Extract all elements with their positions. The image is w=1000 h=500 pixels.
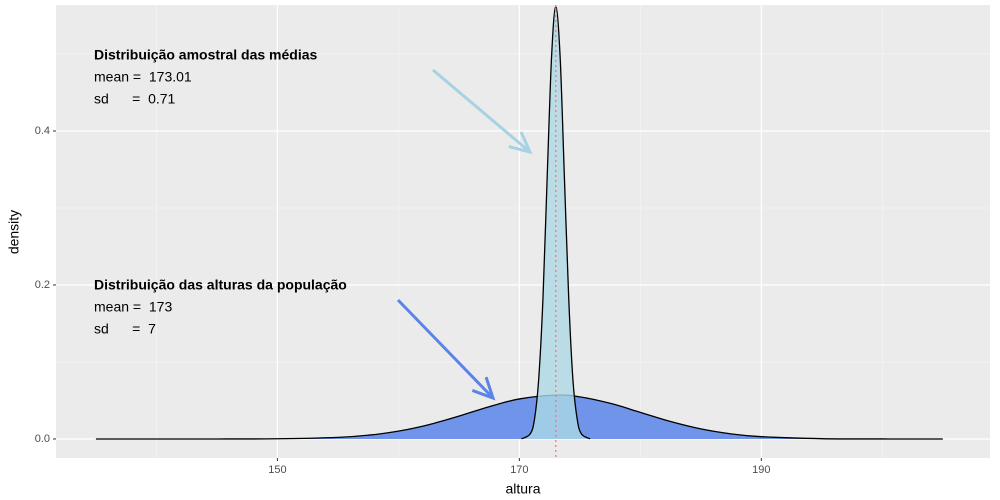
x-tick-label: 150 xyxy=(268,464,286,476)
annotation-line: mean = 173 xyxy=(94,299,172,315)
density-area xyxy=(95,395,943,439)
x-tick-label: 190 xyxy=(752,464,770,476)
annotation-line: sd = 7 xyxy=(94,321,156,337)
y-tick-label: 0.2 xyxy=(35,279,50,291)
annotation-line: sd = 0.71 xyxy=(94,91,176,107)
y-axis-title: density xyxy=(6,210,22,254)
y-tick-label: 0.4 xyxy=(35,125,50,137)
annotation-title: Distribuição das alturas da população xyxy=(94,277,347,293)
density-area xyxy=(521,6,591,439)
panel xyxy=(56,5,990,458)
arrow xyxy=(396,298,496,401)
annotation-line: mean = 173.01 xyxy=(94,69,192,85)
y-tick-label: 0.0 xyxy=(35,433,50,445)
arrow xyxy=(432,68,533,155)
annotation-title: Distribuição amostral das médias xyxy=(94,47,318,63)
x-axis-title: altura xyxy=(505,481,540,497)
x-tick-label: 170 xyxy=(510,464,528,476)
